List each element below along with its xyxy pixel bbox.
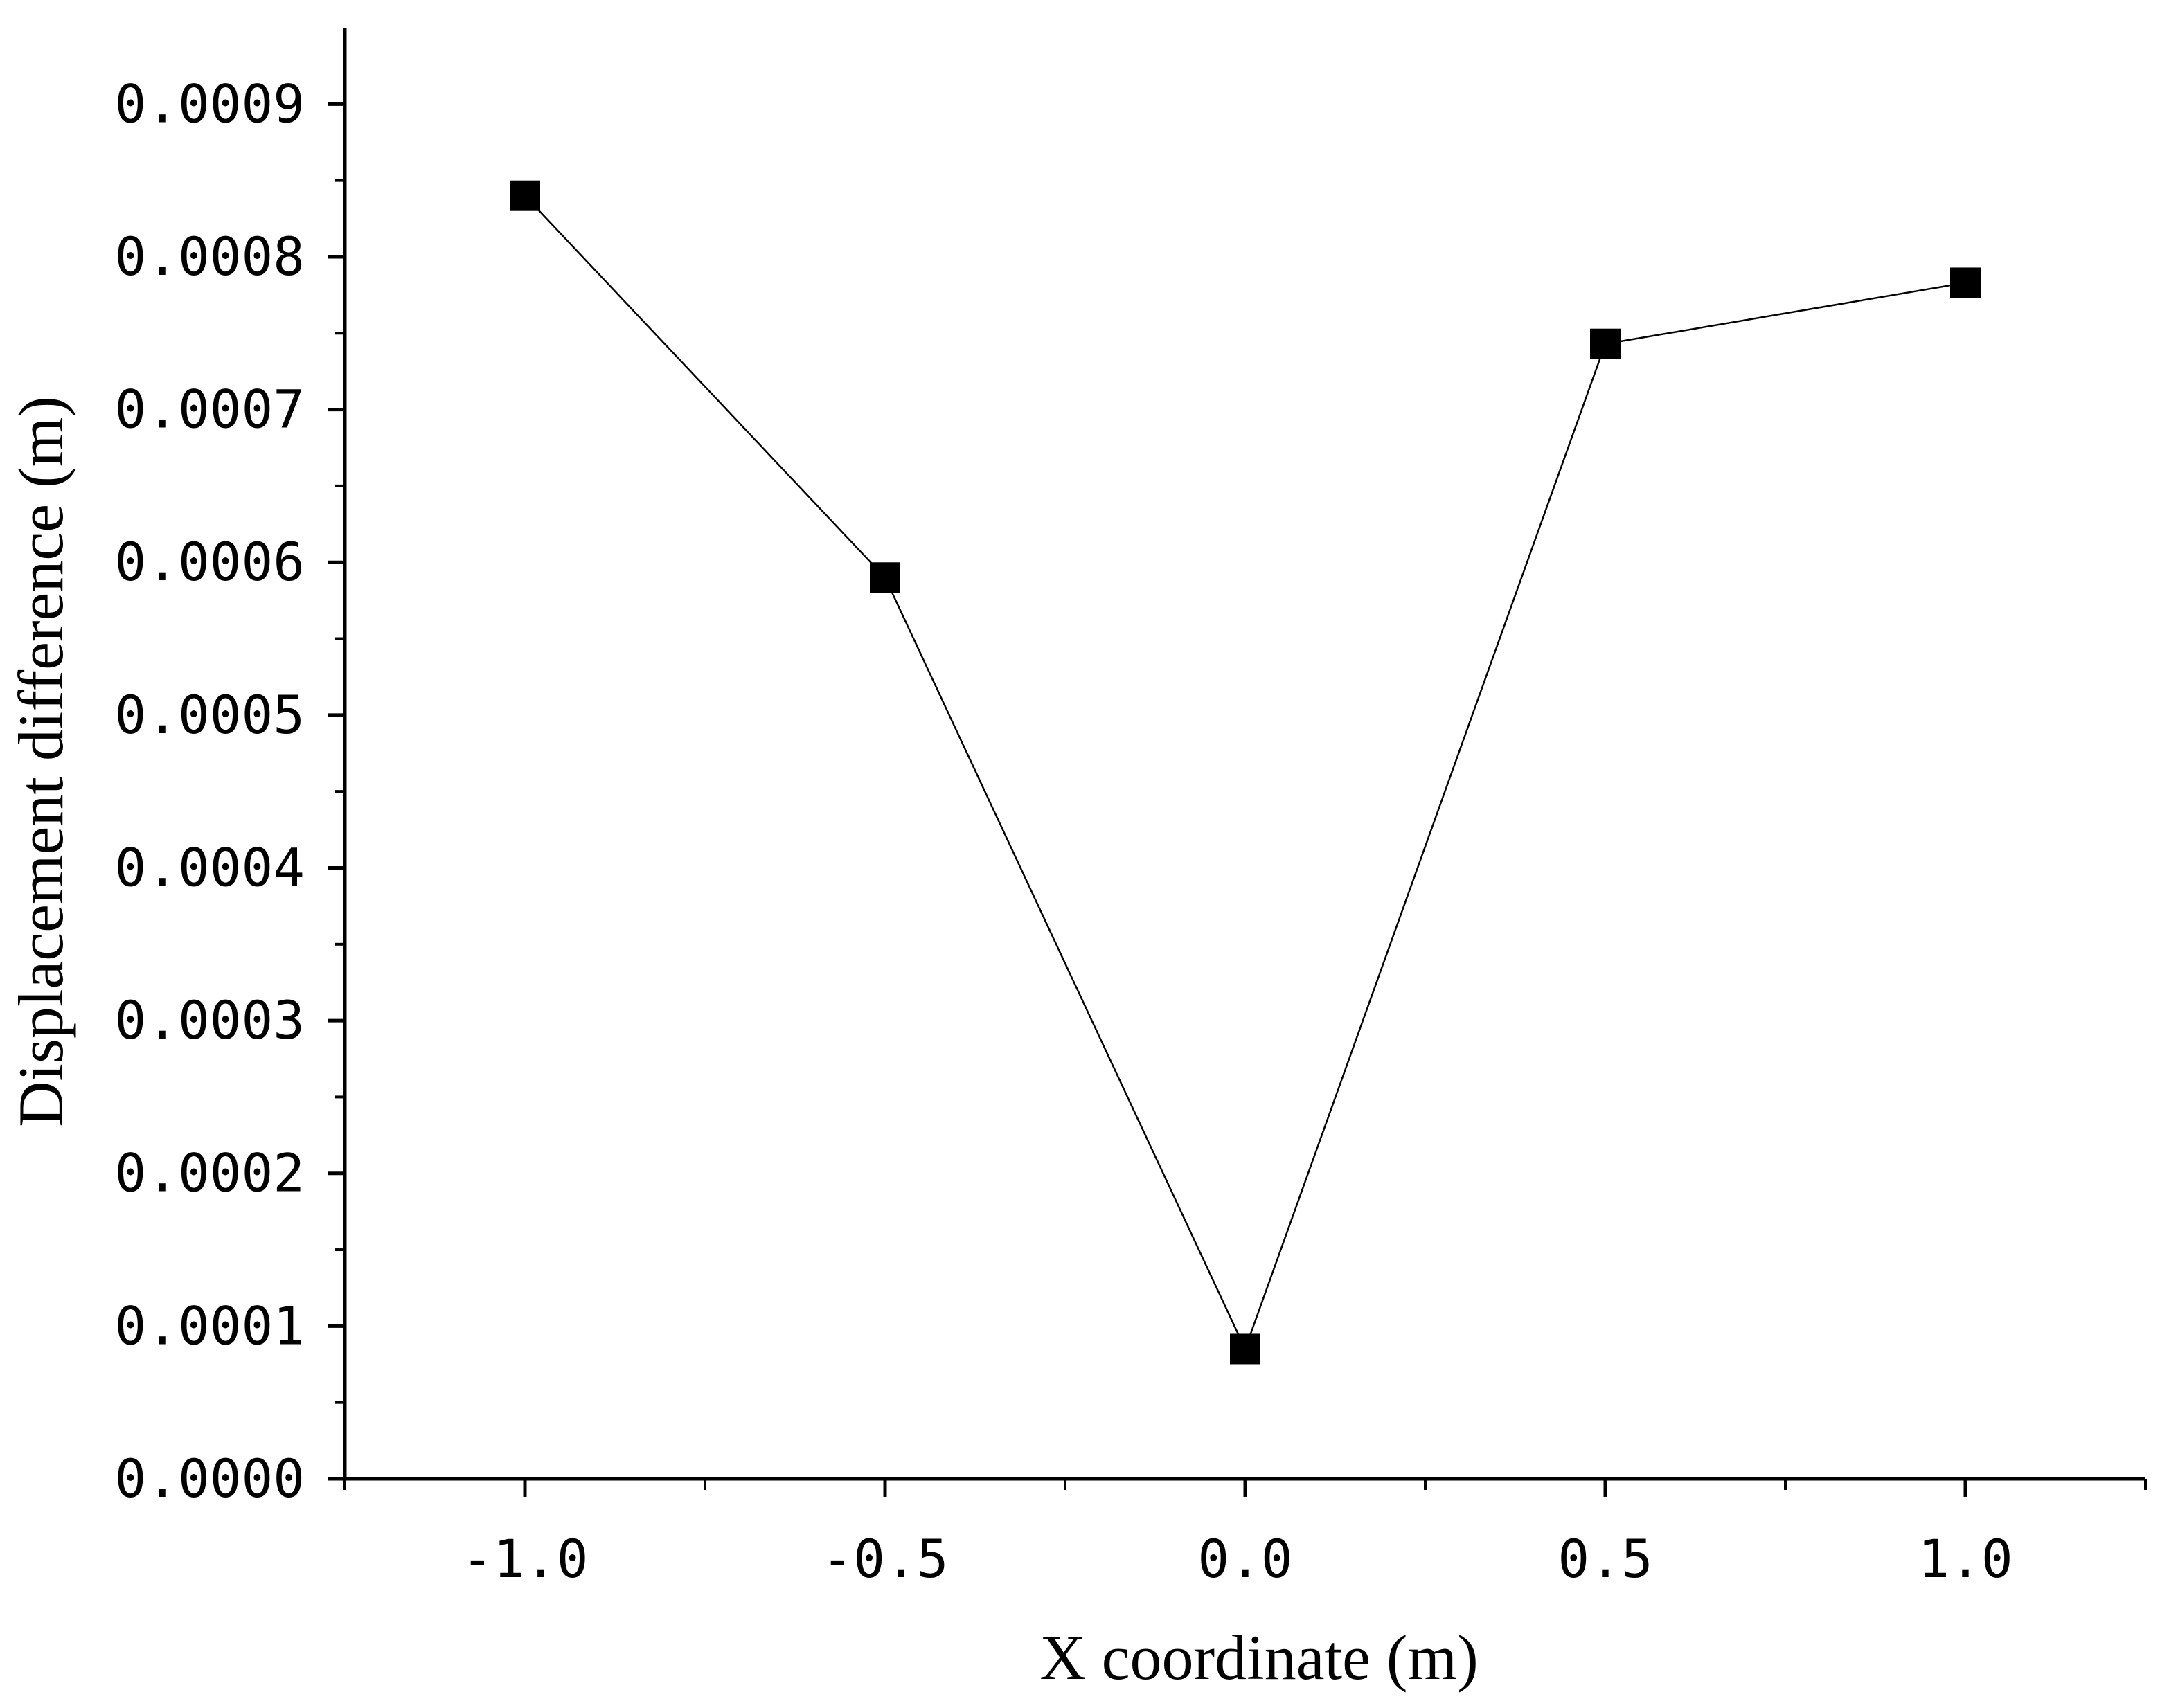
data-point bbox=[870, 562, 900, 593]
axes: 0.00000.00010.00020.00030.00040.00050.00… bbox=[114, 28, 2147, 1590]
y-tick-label: 0.0000 bbox=[114, 1448, 305, 1509]
data-point bbox=[510, 180, 540, 211]
y-tick-label: 0.0007 bbox=[114, 379, 305, 440]
x-tick-label: 1.0 bbox=[1918, 1528, 2012, 1590]
y-tick-label: 0.0008 bbox=[114, 226, 305, 287]
y-tick-label: 0.0006 bbox=[114, 531, 305, 593]
y-tick-label: 0.0004 bbox=[114, 836, 305, 898]
y-axis-title: Displacement difference (m) bbox=[6, 396, 76, 1127]
data-point bbox=[1590, 328, 1621, 359]
y-tick-label: 0.0002 bbox=[114, 1142, 305, 1204]
data-point bbox=[1950, 267, 1981, 298]
series-layer bbox=[510, 180, 1981, 1365]
x-tick-label: 0.0 bbox=[1197, 1528, 1292, 1590]
x-tick-label: 0.5 bbox=[1557, 1528, 1652, 1590]
y-tick-label: 0.0009 bbox=[114, 73, 305, 134]
y-tick-label: 0.0003 bbox=[114, 989, 305, 1051]
series-line bbox=[524, 195, 1966, 1351]
x-tick-label: -0.5 bbox=[821, 1528, 948, 1590]
x-tick-label: -1.0 bbox=[461, 1528, 588, 1590]
y-tick-label: 0.0005 bbox=[114, 684, 305, 746]
y-tick-label: 0.0001 bbox=[114, 1295, 305, 1356]
data-point bbox=[1230, 1333, 1260, 1365]
x-axis-title: X coordinate (m) bbox=[1039, 1622, 1479, 1693]
